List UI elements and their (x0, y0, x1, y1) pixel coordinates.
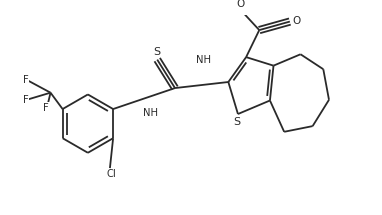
Text: NH: NH (196, 55, 211, 65)
Text: NH: NH (142, 108, 158, 118)
Text: O: O (293, 16, 301, 26)
Text: O: O (237, 0, 245, 9)
Text: S: S (234, 117, 241, 127)
Text: F: F (44, 103, 49, 113)
Text: S: S (153, 47, 160, 57)
Text: Cl: Cl (106, 169, 116, 180)
Text: F: F (23, 75, 29, 85)
Text: F: F (23, 95, 29, 105)
